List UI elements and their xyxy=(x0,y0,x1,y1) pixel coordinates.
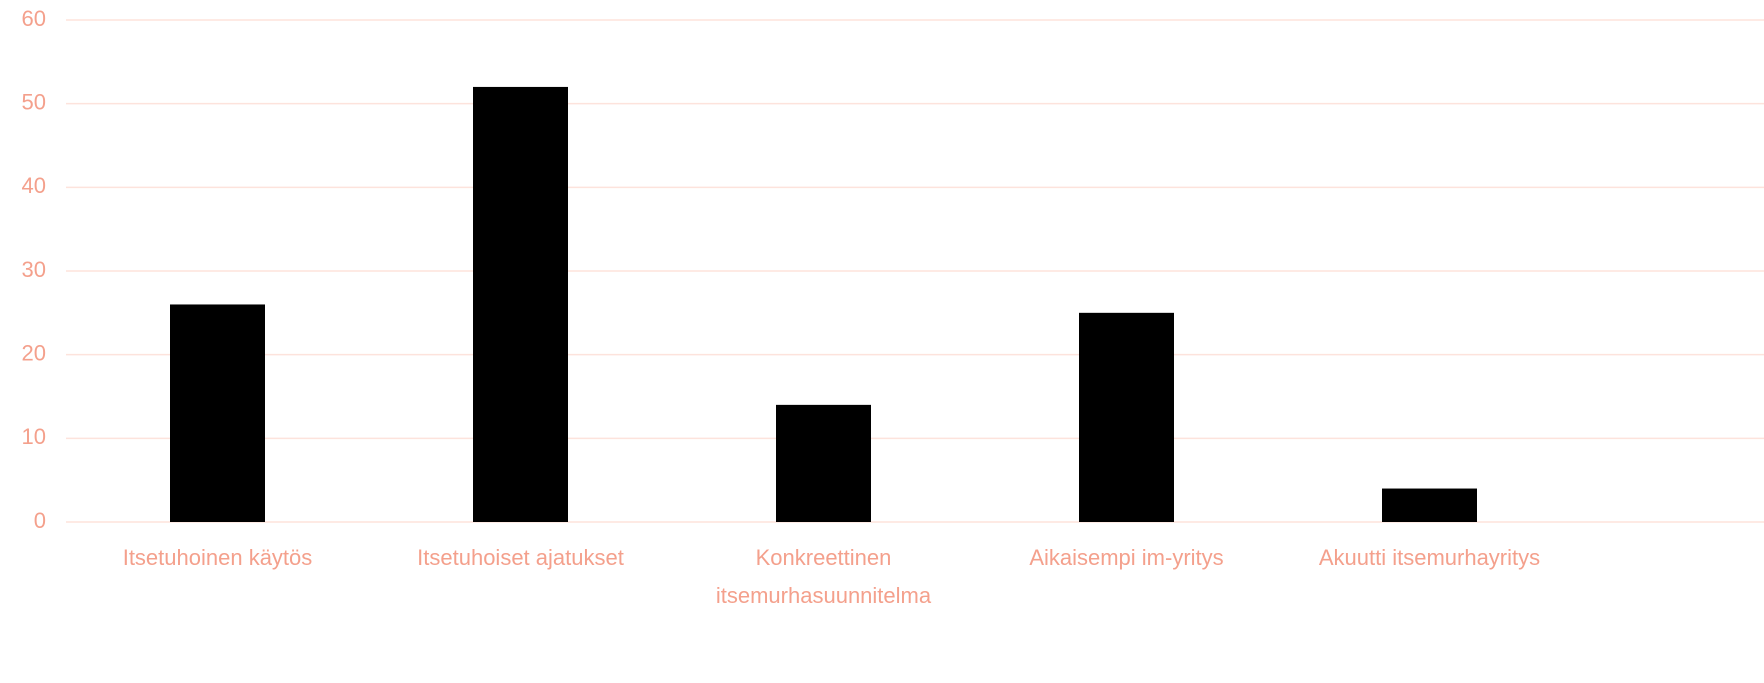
y-tick-label: 50 xyxy=(22,89,46,114)
x-tick-label: Akuutti itsemurhayritys xyxy=(1318,545,1541,570)
y-tick-label: 30 xyxy=(22,257,46,282)
bar xyxy=(776,404,871,522)
y-tick-label: 40 xyxy=(22,173,46,198)
x-tick-label: Aikaisempi im-yritys xyxy=(1029,545,1224,570)
y-tick-label: 20 xyxy=(22,340,46,365)
y-tick-label: 60 xyxy=(22,6,46,31)
bar xyxy=(1079,312,1174,522)
y-tick-label: 10 xyxy=(22,424,46,449)
x-tick-label: Konkreettinen itsemurhasuunnitelma xyxy=(715,545,932,608)
y-tick-label: 0 xyxy=(34,508,46,533)
bar xyxy=(1382,488,1477,522)
bar xyxy=(170,304,265,522)
x-tick-label: Itsetuhoiset ajatukset xyxy=(417,545,624,570)
x-tick-label: Itsetuhoinen käytös xyxy=(122,545,313,570)
bar xyxy=(473,86,568,522)
